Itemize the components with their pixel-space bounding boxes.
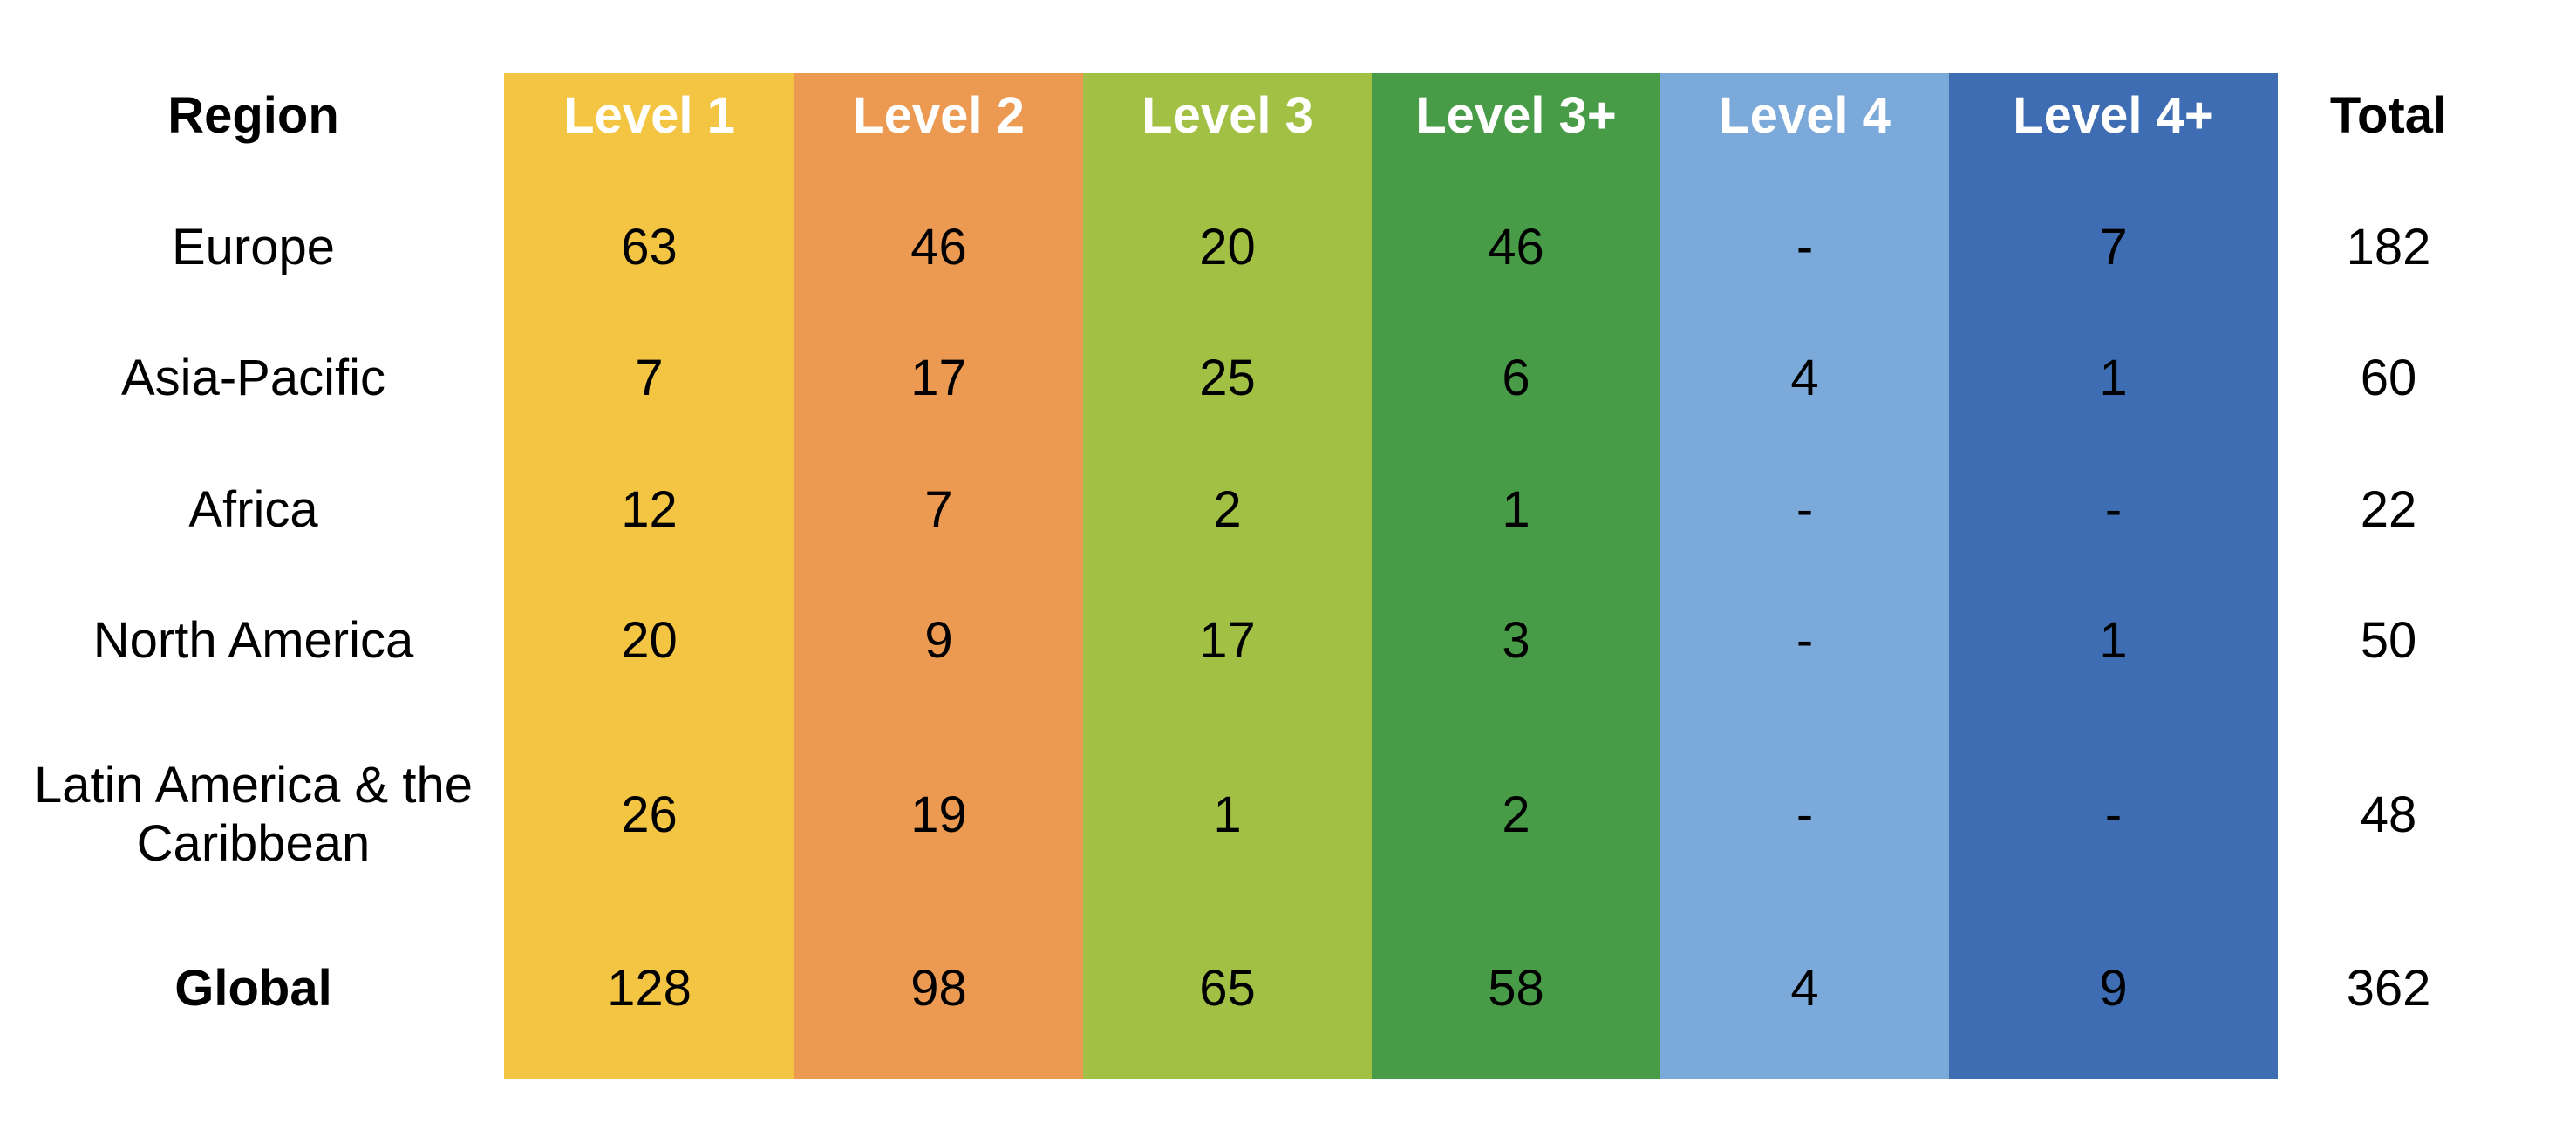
table-cell: 19 xyxy=(910,786,967,843)
table-cell: 7 xyxy=(924,480,953,538)
column-header: Total xyxy=(2329,86,2448,144)
row-label: Latin America & the Caribbean xyxy=(34,757,473,872)
column-header: Level 4+ xyxy=(2013,86,2214,144)
table-cell: 58 xyxy=(1488,959,1544,1017)
column-header: Level 3 xyxy=(1141,86,1313,144)
table-cell: 65 xyxy=(1199,959,1256,1017)
column-header: Level 4 xyxy=(1719,86,1891,144)
table-cell: 17 xyxy=(1199,611,1256,669)
column-header: Level 1 xyxy=(563,86,735,144)
table-cell: 98 xyxy=(910,959,967,1017)
table-cell: - xyxy=(1796,218,1814,276)
row-label: Asia-Pacific xyxy=(121,349,385,406)
table-cell: 1 xyxy=(1502,480,1530,538)
table-cell: 6 xyxy=(1502,349,1530,406)
table-cell: 17 xyxy=(910,349,967,406)
table-cell: 9 xyxy=(2099,959,2128,1017)
table-cell: 9 xyxy=(924,611,953,669)
table-cell: 12 xyxy=(621,480,678,538)
column-band-level-3 xyxy=(1083,73,1372,1079)
column-band-level-3- xyxy=(1372,73,1660,1079)
row-label: North America xyxy=(92,611,414,669)
table-cell: 1 xyxy=(2099,611,2128,669)
table-cell: 22 xyxy=(2360,480,2417,538)
table-cell: 7 xyxy=(635,349,664,406)
table-cell: 3 xyxy=(1502,611,1530,669)
table-cell: 2 xyxy=(1502,786,1530,843)
table-cell: 7 xyxy=(2099,218,2128,276)
column-band-level-4- xyxy=(1949,73,2278,1079)
table-cell: 63 xyxy=(621,218,678,276)
table-cell: 60 xyxy=(2360,349,2417,406)
table-cell: 4 xyxy=(1790,349,1819,406)
column-band-level-2 xyxy=(794,73,1083,1079)
row-label: Europe xyxy=(171,218,336,276)
column-header: Level 3+ xyxy=(1415,86,1617,144)
table-cell: 1 xyxy=(1213,786,1242,843)
table-cell: 50 xyxy=(2360,611,2417,669)
table-cell: 20 xyxy=(621,611,678,669)
table-cell: 1 xyxy=(2099,349,2128,406)
table-cell: 182 xyxy=(2346,218,2431,276)
table-cell: 128 xyxy=(607,959,692,1017)
column-band-level-4 xyxy=(1660,73,1949,1079)
table-cell: 4 xyxy=(1790,959,1819,1017)
table-cell: - xyxy=(1796,786,1814,843)
table-cell: 20 xyxy=(1199,218,1256,276)
column-header: Region xyxy=(167,86,339,144)
table-cell: 26 xyxy=(621,786,678,843)
table-cell: 362 xyxy=(2346,959,2431,1017)
row-label: Global xyxy=(174,959,332,1017)
column-header: Level 2 xyxy=(853,86,1025,144)
table-cell: 48 xyxy=(2360,786,2417,843)
table-cell: - xyxy=(2104,786,2123,843)
table-cell: 46 xyxy=(1488,218,1544,276)
table-cell: - xyxy=(2104,480,2123,538)
column-band-level-1 xyxy=(504,73,794,1079)
table-cell: 2 xyxy=(1213,480,1242,538)
table-cell: - xyxy=(1796,611,1814,669)
table-cell: 25 xyxy=(1199,349,1256,406)
row-label: Africa xyxy=(188,480,318,538)
table-cell: - xyxy=(1796,480,1814,538)
table-cell: 46 xyxy=(910,218,967,276)
